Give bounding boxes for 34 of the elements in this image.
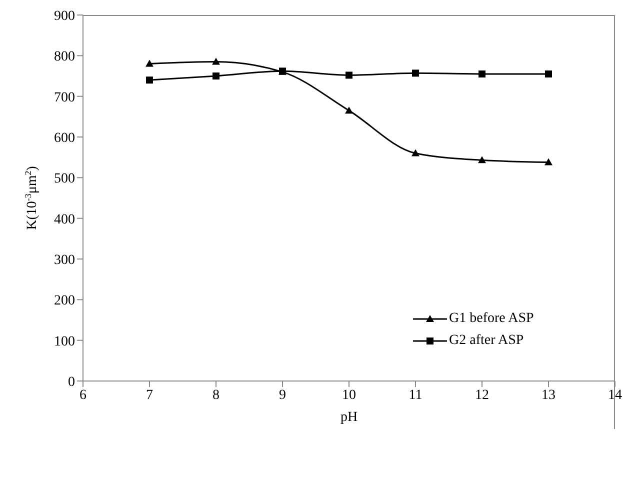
x-tick-label: 10 [342,388,356,403]
x-tick-label: 14 [608,388,622,403]
point [346,72,352,79]
point [412,149,420,156]
x-tick-label: 11 [408,388,422,403]
y-tick-label: 200 [54,294,75,309]
y-tick-label: 800 [54,50,75,65]
y-tick-label: 600 [54,130,75,146]
point [544,158,552,166]
x-tick-label: 7 [146,388,153,403]
point [146,76,153,84]
y-tick-label: 0 [68,374,75,390]
x-tick-label: 8 [212,388,220,403]
x-tick-label: 9 [279,388,286,403]
y-tick-label: 100 [54,334,75,350]
x-tick-label: 12 [475,388,489,403]
point [412,70,419,77]
point [545,70,552,78]
x-axis-title: pH [340,410,358,425]
legend-label: G2 after ASP [449,333,524,349]
legend-label: G1 before ASP [449,311,534,327]
y-tick-label: 300 [54,252,75,268]
point [345,106,353,114]
x-tick-label: 6 [80,388,86,403]
y-tick-label: 900 [54,8,75,24]
point [478,70,486,78]
point [212,58,220,65]
point [478,156,486,164]
x-tick-label: 13 [542,388,556,403]
y-tick-label: 700 [54,90,75,106]
point [146,60,154,67]
point [212,72,220,80]
y-tick-label: 400 [54,212,75,228]
y-tick-label: 500 [54,172,75,187]
